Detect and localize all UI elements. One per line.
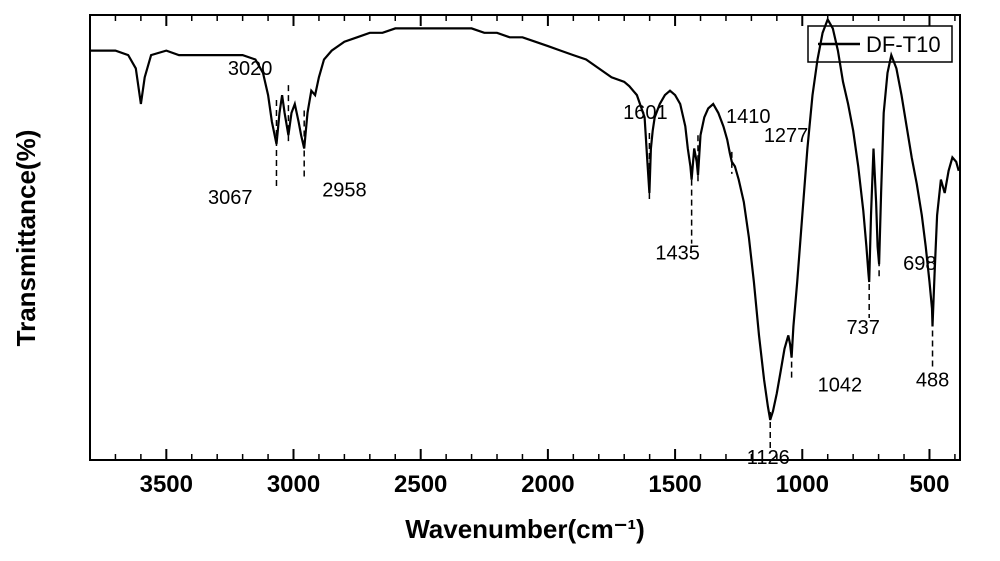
peak-label-1601: 1601 (623, 102, 668, 124)
svg-text:3500: 3500 (140, 471, 193, 498)
legend: DF-T10 (808, 26, 952, 62)
spectrum-chart: 3500 3000 2500 2000 1500 1000 500 Wavenumber(c… (0, 0, 1000, 561)
peak-label-1126: 1126 (747, 447, 790, 469)
x-axis-ticks: 3500 3000 2500 2000 1500 1000 500 (90, 15, 955, 498)
chart-container: { "chart": { "type": "line", "title": ""… (0, 0, 1000, 561)
peak-label-2958: 2958 (322, 180, 367, 202)
peak-label-3067: 3067 (208, 187, 253, 209)
peak-label-1042: 1042 (818, 375, 863, 397)
svg-text:2000: 2000 (521, 471, 574, 498)
peak-label-737: 737 (846, 317, 879, 339)
svg-text:1000: 1000 (776, 471, 829, 498)
legend-label: DF-T10 (866, 32, 941, 57)
peak-label-698: 698 (903, 253, 936, 275)
svg-text:500: 500 (909, 471, 949, 498)
peak-label-1277: 1277 (764, 125, 809, 147)
peak-annotations: 3067302029581601143514101277112610427376… (208, 58, 949, 469)
svg-text:3000: 3000 (267, 471, 320, 498)
svg-text:1500: 1500 (648, 471, 701, 498)
x-axis-label: Wavenumber(cm⁻¹) (405, 514, 645, 544)
y-axis-label: Transmittance(%) (11, 130, 41, 347)
peak-label-1435: 1435 (655, 243, 700, 265)
svg-text:2500: 2500 (394, 471, 447, 498)
peak-label-488: 488 (916, 370, 949, 392)
spectrum-trace (90, 19, 959, 420)
peak-label-3020: 3020 (228, 58, 273, 80)
